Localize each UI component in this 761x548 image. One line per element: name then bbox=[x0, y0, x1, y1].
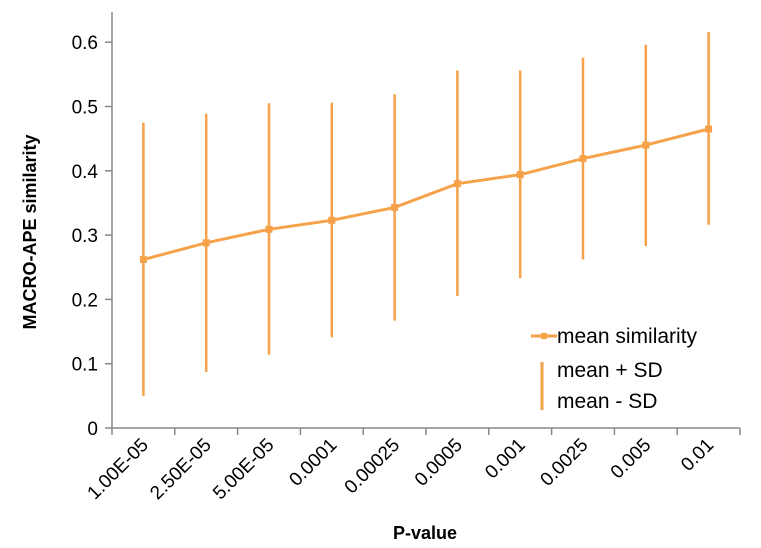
x-tick-label: 5.00E-05 bbox=[209, 435, 278, 504]
x-tick-label: 0.001 bbox=[481, 435, 529, 483]
data-point bbox=[453, 180, 461, 188]
y-axis-title: MACRO-APE similarity bbox=[20, 134, 40, 329]
x-tick-label: 0.00025 bbox=[341, 435, 404, 498]
data-point bbox=[391, 203, 399, 211]
data-point bbox=[328, 216, 336, 224]
legend: mean similarity mean + SD mean - SD bbox=[531, 325, 698, 413]
data-point bbox=[516, 171, 524, 179]
data-point bbox=[642, 141, 650, 149]
x-ticks: 1.00E-052.50E-055.00E-05 0.0001 0.00025 0.0… bbox=[84, 428, 741, 504]
data-point bbox=[705, 125, 713, 133]
series-markers-mean-similarity bbox=[139, 125, 713, 264]
y-tick-label: 0.4 bbox=[72, 162, 99, 183]
legend-marker-swatch bbox=[541, 333, 547, 339]
data-point bbox=[139, 256, 147, 264]
series-line-mean-similarity bbox=[143, 127, 709, 261]
x-tick-label: 0.0001 bbox=[285, 435, 341, 491]
x-tick-label: 0.0005 bbox=[411, 435, 467, 491]
x-axis-title: P-value bbox=[393, 523, 457, 543]
data-point bbox=[265, 225, 273, 233]
x-tick-label: 0.01 bbox=[677, 435, 718, 476]
x-tick-label: 2.50E-05 bbox=[146, 435, 215, 504]
legend-label-mean-plus-sd: mean + SD bbox=[557, 359, 663, 382]
x-tick-label: 0.005 bbox=[607, 435, 655, 483]
y-tick-label: 0 bbox=[87, 419, 98, 440]
y-tick-label: 0.1 bbox=[72, 355, 98, 376]
legend-label-mean-minus-sd: mean - SD bbox=[557, 390, 657, 413]
y-tick-label: 0.5 bbox=[72, 98, 98, 119]
data-point bbox=[579, 155, 587, 163]
legend-label-mean-similarity: mean similarity bbox=[557, 325, 698, 348]
y-ticks: 0 0.1 0.2 0.3 0.4 0.5 0.6 bbox=[72, 33, 112, 440]
data-point bbox=[202, 239, 210, 247]
y-tick-label: 0.6 bbox=[72, 33, 98, 54]
x-tick-label: 0.0025 bbox=[537, 435, 593, 491]
y-tick-label: 0.2 bbox=[72, 290, 98, 311]
y-tick-label: 0.3 bbox=[72, 226, 98, 247]
x-tick-label: 1.00E-05 bbox=[84, 435, 153, 504]
